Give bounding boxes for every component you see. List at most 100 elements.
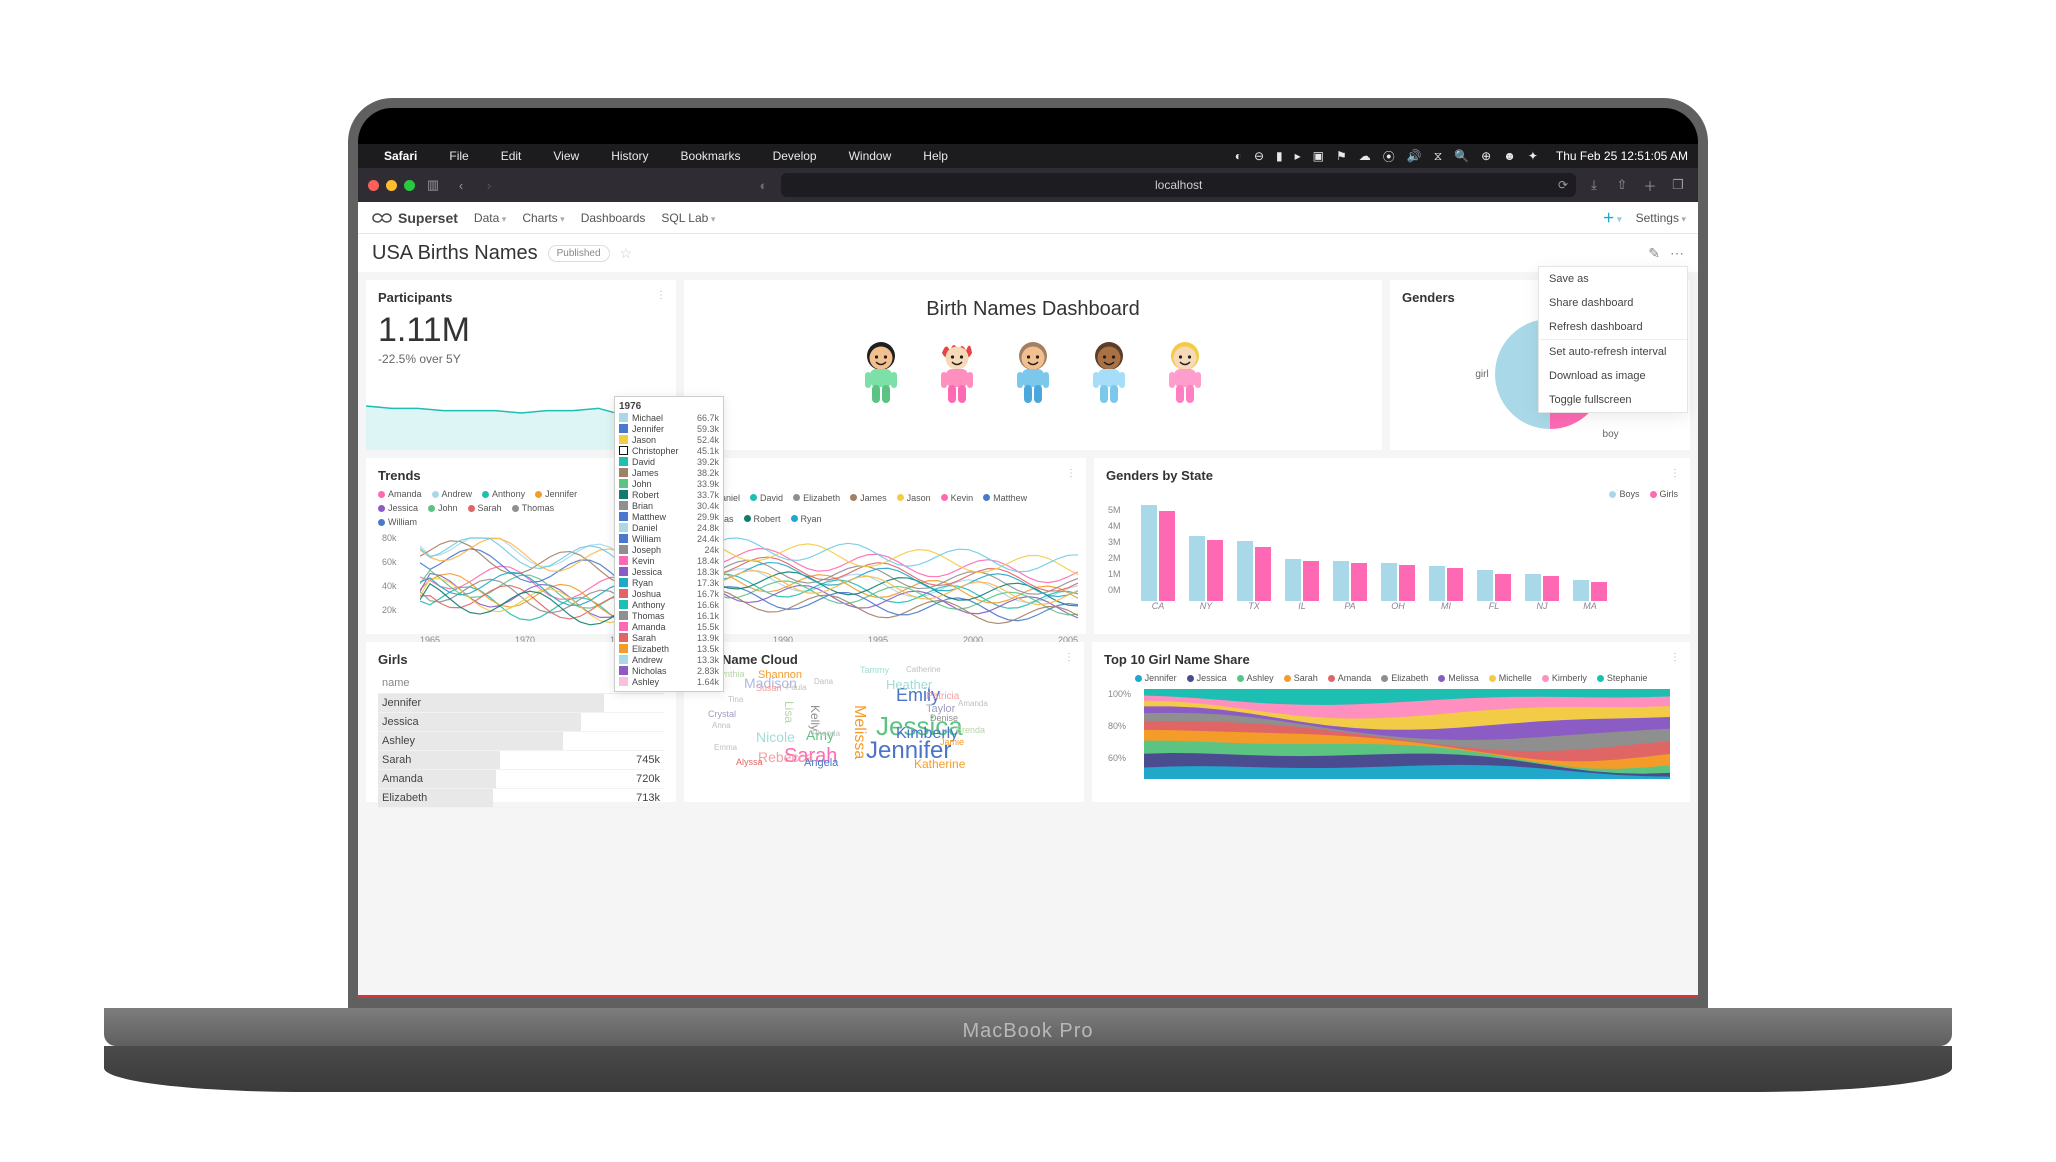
card-menu-icon[interactable]: ⋮ [1670, 652, 1680, 663]
window-controls[interactable] [368, 180, 415, 191]
menubar-item[interactable]: Bookmarks [681, 149, 741, 163]
zoom-icon[interactable] [404, 180, 415, 191]
legend-item[interactable]: David [750, 489, 783, 506]
tooltip-row: Sarah13.9k [619, 632, 719, 643]
col-name[interactable]: name [378, 673, 604, 694]
menu-item[interactable]: Toggle fullscreen [1539, 388, 1687, 412]
card-name-cloud: Girl Name Cloud ⋮ JessicaJenniferSarahEm… [684, 642, 1084, 802]
status-icon[interactable]: ☁︎ [1359, 149, 1371, 163]
status-icon[interactable]: ⧖ [1434, 149, 1442, 164]
sidebar-icon[interactable]: ▥ [423, 176, 443, 194]
menu-item[interactable]: Set auto-refresh interval [1539, 339, 1687, 364]
card-menu-icon[interactable]: ⋮ [1064, 652, 1074, 663]
status-icon[interactable]: ⦿ [1383, 148, 1395, 165]
legend-item[interactable]: Jennifer [1135, 673, 1177, 683]
card-menu-icon[interactable]: ⋮ [1670, 468, 1680, 479]
nav-item-dashboards[interactable]: Dashboards [581, 211, 646, 225]
menubar-item[interactable]: File [449, 149, 468, 163]
card-menu-icon[interactable]: ⋮ [1066, 468, 1076, 479]
menubar-item[interactable]: Help [923, 149, 948, 163]
cloud-word: Tina [728, 695, 743, 704]
nav-item-sql lab[interactable]: SQL Lab [661, 211, 715, 225]
status-icon[interactable]: ◐ [1235, 149, 1242, 163]
legend-item[interactable]: Jessica [378, 503, 418, 513]
status-icon[interactable]: ▮ [1276, 149, 1283, 163]
status-icon[interactable]: 🔍 [1454, 149, 1469, 163]
legend-item[interactable]: Kevin [941, 489, 974, 506]
share-icon[interactable]: ⇧ [1612, 176, 1632, 194]
legend-item[interactable]: Michelle [1489, 673, 1532, 683]
trends-chart: 80k60k40k20k 196519701975 19851990199520… [378, 533, 1074, 643]
privacy-icon[interactable]: ◐ [753, 176, 773, 194]
tooltip-row: James38.2k [619, 467, 719, 478]
brand[interactable]: Superset [370, 210, 458, 226]
menu-item[interactable]: Share dashboard [1539, 291, 1687, 315]
legend-item[interactable]: Boys [1609, 489, 1639, 499]
legend-item[interactable]: Ashley [1237, 673, 1274, 683]
legend-item[interactable]: Amanda [1328, 673, 1372, 683]
nav-item-charts[interactable]: Charts [522, 211, 564, 225]
menubar-item[interactable]: Edit [501, 149, 522, 163]
legend-item[interactable]: Anthony [482, 489, 525, 499]
tooltip-row: Joshua16.7k [619, 588, 719, 599]
menu-item[interactable]: Save as [1539, 267, 1687, 291]
edit-icon[interactable]: ✎ [1648, 245, 1660, 262]
reload-icon[interactable]: ⟳ [1558, 178, 1568, 192]
legend-item[interactable]: Ryan [791, 510, 822, 527]
bar-group [1568, 580, 1612, 601]
status-icon[interactable]: ▣ [1313, 149, 1324, 163]
newtab-icon[interactable]: ＋ [1640, 176, 1660, 194]
more-icon[interactable]: ⋯ [1670, 245, 1684, 262]
forward-icon[interactable]: › [479, 176, 499, 194]
legend-item[interactable]: Jessica [1187, 673, 1227, 683]
legend-item[interactable]: Matthew [983, 489, 1027, 506]
card-menu-icon[interactable]: ⋮ [656, 290, 666, 301]
legend-item[interactable]: Melissa [1438, 673, 1479, 683]
status-icon[interactable]: ✦ [1528, 149, 1538, 163]
legend-item[interactable]: Amanda [378, 489, 422, 499]
status-icon[interactable]: ⊕ [1481, 149, 1491, 163]
legend-item[interactable]: Stephanie [1597, 673, 1648, 683]
menubar-app[interactable]: Safari [384, 149, 417, 163]
status-icon[interactable]: ☻ [1503, 149, 1516, 163]
dashboard-subtitle: Birth Names Dashboard [696, 298, 1370, 321]
legend-item[interactable]: Sarah [468, 503, 502, 513]
legend-item[interactable]: John [428, 503, 458, 513]
minimize-icon[interactable] [386, 180, 397, 191]
status-icon[interactable]: ⊖ [1254, 149, 1264, 163]
legend-item[interactable]: Andrew [432, 489, 473, 499]
legend-item[interactable]: James [850, 489, 887, 506]
status-icon[interactable]: ▸ [1295, 149, 1301, 163]
card-center-title: Birth Names Dashboard [684, 280, 1382, 450]
legend-item[interactable]: Thomas [512, 503, 555, 513]
menu-item[interactable]: Refresh dashboard [1539, 315, 1687, 339]
menubar-item[interactable]: View [553, 149, 579, 163]
tabs-icon[interactable]: ❐ [1668, 176, 1688, 194]
legend-item[interactable]: Kimberly [1542, 673, 1587, 683]
menu-item[interactable]: Download as image [1539, 364, 1687, 388]
menubar-item[interactable]: Develop [773, 149, 817, 163]
legend-item[interactable]: Jennifer [535, 489, 577, 499]
status-icon[interactable]: ⚑ [1336, 149, 1347, 163]
status-icon[interactable]: 🔊 [1407, 149, 1422, 163]
legend-item[interactable]: Elizabeth [1381, 673, 1428, 683]
address-bar[interactable]: localhost ⟳ [781, 173, 1576, 197]
legend-item[interactable]: Elizabeth [793, 489, 840, 506]
legend-item[interactable]: Sarah [1284, 673, 1318, 683]
cloud-word: Melissa [850, 705, 868, 759]
back-icon[interactable]: ‹ [451, 176, 471, 194]
legend-item[interactable]: Robert [744, 510, 781, 527]
create-button[interactable]: ＋ [1603, 209, 1622, 226]
legend-item[interactable]: Girls [1650, 489, 1679, 499]
nav-item-data[interactable]: Data [474, 211, 506, 225]
legend-item[interactable]: Jason [897, 489, 931, 506]
legend-item[interactable]: William [378, 517, 417, 527]
kids-illustration [696, 339, 1370, 412]
publish-status-pill[interactable]: Published [548, 245, 610, 262]
close-icon[interactable] [368, 180, 379, 191]
settings-menu[interactable]: Settings [1636, 211, 1686, 225]
favorite-star-icon[interactable]: ☆ [620, 245, 633, 262]
menubar-item[interactable]: Window [849, 149, 892, 163]
menubar-item[interactable]: History [611, 149, 648, 163]
downloads-icon[interactable]: ⤓ [1584, 176, 1604, 194]
